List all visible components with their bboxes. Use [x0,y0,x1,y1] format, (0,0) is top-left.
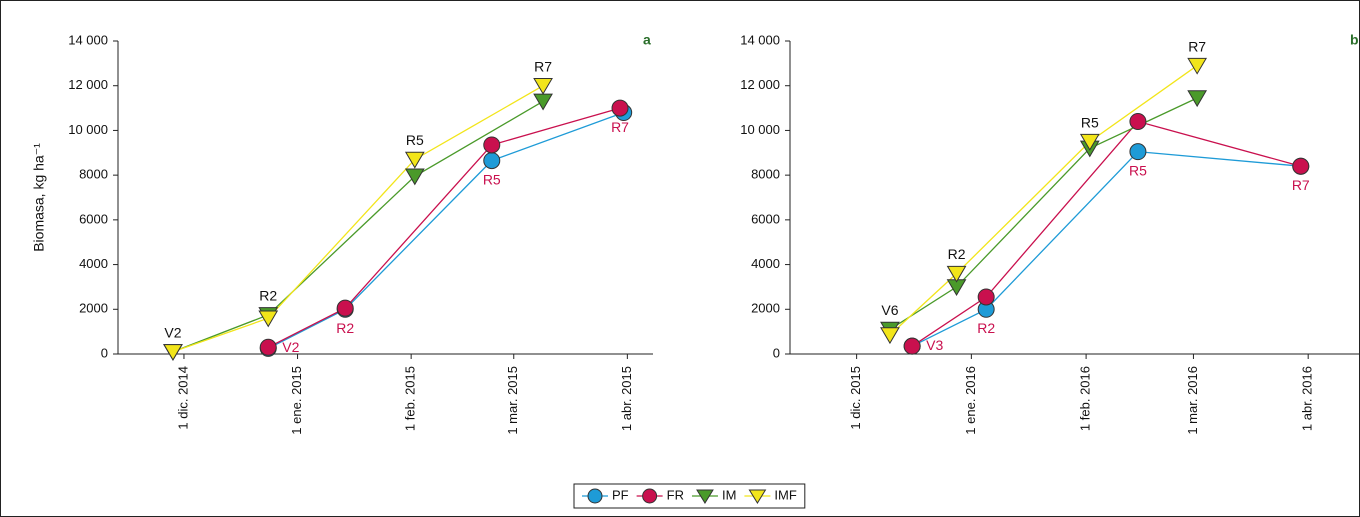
point [259,338,277,356]
legend-marker [696,489,714,504]
point [1187,90,1208,108]
series-line [267,107,621,348]
point-label: V2 [164,324,181,340]
series-line [889,65,1198,336]
point [946,265,967,283]
x-tick-label: 1 feb. 2016 [1078,366,1093,431]
y-tick-label: 2000 [751,301,780,316]
point [483,136,501,154]
y-tick-label: 14 000 [68,32,108,47]
y-tick-label: 4000 [751,256,780,271]
point [483,152,501,170]
y-tick-label: 4000 [79,256,108,271]
y-axis-label: Biomasa, kg ha⁻¹ [31,143,47,252]
x-tick-label: 1 mar. 2016 [1185,366,1200,435]
point-label: V3 [926,337,943,353]
y-tick-label: 10 000 [740,122,780,137]
point [404,151,425,169]
point-label: R5 [1081,114,1099,130]
y-tick-label: 0 [773,345,780,360]
panel-label: b [1350,32,1359,48]
point-label: R7 [534,58,552,74]
point-label: R5 [406,132,424,148]
x-tick-label: 1 feb. 2015 [403,366,418,431]
x-tick-label: 1 dic. 2015 [848,366,863,430]
legend-label: IM [722,487,736,502]
point-label: V2 [282,339,299,355]
y-tick-label: 14 000 [740,32,780,47]
legend-box [573,483,806,509]
point [1129,143,1147,161]
point [977,288,995,306]
x-tick-label: 1 mar. 2015 [505,366,520,435]
point-label: R7 [1188,38,1206,54]
legend-marker [748,489,767,504]
series-line [267,111,624,349]
y-tick-label: 2000 [79,301,108,316]
legend-marker [587,488,603,504]
y-tick-label: 8000 [79,167,108,182]
point [404,168,425,186]
point [336,299,354,317]
x-tick-label: 1 ene. 2015 [289,366,304,435]
point [903,337,921,355]
point-label: R7 [611,119,629,135]
point [1079,133,1100,151]
point-label: R2 [948,246,966,262]
y-tick-label: 10 000 [68,122,108,137]
legend-label: IMF [774,487,796,502]
series-line [889,97,1198,330]
series-line [911,150,1301,347]
y-tick-label: 6000 [79,211,108,226]
x-tick-label: 1 abr. 2016 [1300,366,1315,431]
point-label: R2 [259,288,277,304]
point [880,327,900,345]
x-tick-label: 1 dic. 2014 [175,366,190,430]
legend: PF FR IM IMF [573,483,806,509]
point [1187,57,1208,75]
point [611,99,629,117]
legend-marker [642,488,658,504]
point [1292,157,1310,175]
series-line [172,100,544,353]
legend-label: PF [612,487,629,502]
y-tick-label: 12 000 [740,77,780,92]
panel-label: a [643,32,651,48]
point [1129,112,1147,130]
legend-label: FR [667,487,684,502]
point-label: R7 [1292,177,1310,193]
point [163,344,183,361]
point [533,93,553,111]
y-tick-label: 12 000 [68,77,108,92]
point [533,78,553,95]
point [258,310,279,328]
y-tick-label: 0 [101,345,108,360]
y-tick-label: 8000 [751,167,780,182]
point-label: R2 [977,320,995,336]
point-label: R5 [1129,162,1147,178]
series-line [911,120,1301,347]
x-tick-label: 1 abr. 2015 [619,366,634,431]
x-tick-label: 1 ene. 2016 [963,366,978,435]
series-line [172,85,544,353]
point-label: R5 [483,171,501,187]
y-tick-label: 6000 [751,211,780,226]
point-label: R2 [336,320,354,336]
point-label: V6 [881,302,898,318]
